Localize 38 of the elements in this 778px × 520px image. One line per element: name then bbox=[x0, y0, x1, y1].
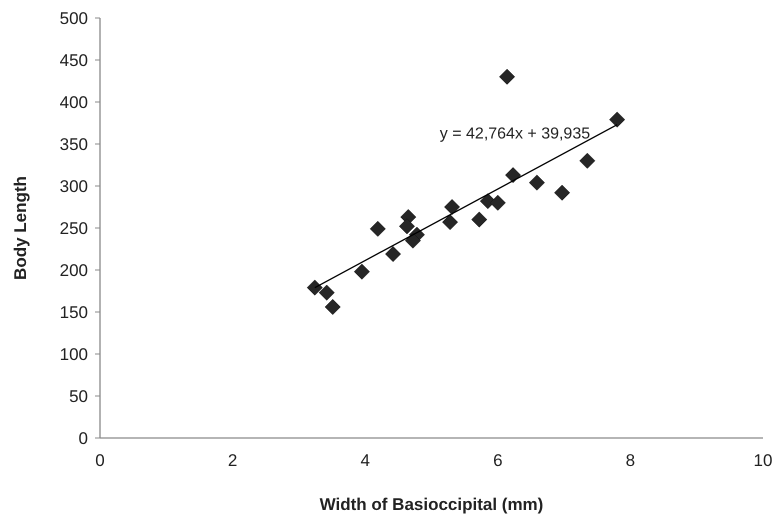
annotation: y = 42,764x + 39,935 bbox=[440, 126, 590, 143]
y-tick-label: 400 bbox=[60, 92, 88, 112]
x-tick-label: 8 bbox=[626, 451, 636, 470]
point bbox=[528, 174, 545, 191]
point bbox=[579, 152, 596, 169]
point bbox=[324, 299, 341, 315]
y-tick-label: 450 bbox=[60, 50, 88, 70]
point bbox=[442, 214, 458, 230]
y-tick-label: 500 bbox=[60, 8, 88, 28]
point bbox=[471, 212, 488, 228]
point bbox=[554, 184, 570, 201]
point bbox=[370, 220, 386, 237]
point bbox=[505, 167, 521, 183]
point bbox=[490, 194, 506, 211]
y-tick-label: 200 bbox=[60, 260, 88, 280]
x-tick-label: 4 bbox=[360, 451, 370, 470]
y-tick-label: 100 bbox=[60, 344, 88, 364]
point bbox=[609, 112, 626, 128]
y-tick-label: 250 bbox=[60, 218, 88, 238]
x-axis-title: Width of Basioccipital (mm) bbox=[320, 495, 544, 514]
point bbox=[499, 68, 515, 85]
x-tick-label: 2 bbox=[228, 451, 238, 470]
point bbox=[399, 218, 415, 234]
point bbox=[354, 264, 370, 280]
x-tick-label: 0 bbox=[95, 451, 105, 470]
y-axis-title: Body Length bbox=[11, 176, 30, 280]
y-tick-label: 350 bbox=[60, 134, 88, 154]
y-tick-label: 150 bbox=[60, 302, 88, 322]
point bbox=[444, 199, 460, 215]
point bbox=[405, 232, 421, 249]
point bbox=[306, 280, 323, 296]
y-tick-label: 50 bbox=[69, 386, 88, 406]
y-tick-label: 300 bbox=[60, 176, 88, 196]
y-tick-label: 0 bbox=[78, 428, 88, 448]
x-tick-label: 10 bbox=[754, 451, 772, 470]
point bbox=[385, 246, 401, 262]
x-tick-label: 6 bbox=[493, 451, 503, 470]
point bbox=[318, 284, 335, 301]
